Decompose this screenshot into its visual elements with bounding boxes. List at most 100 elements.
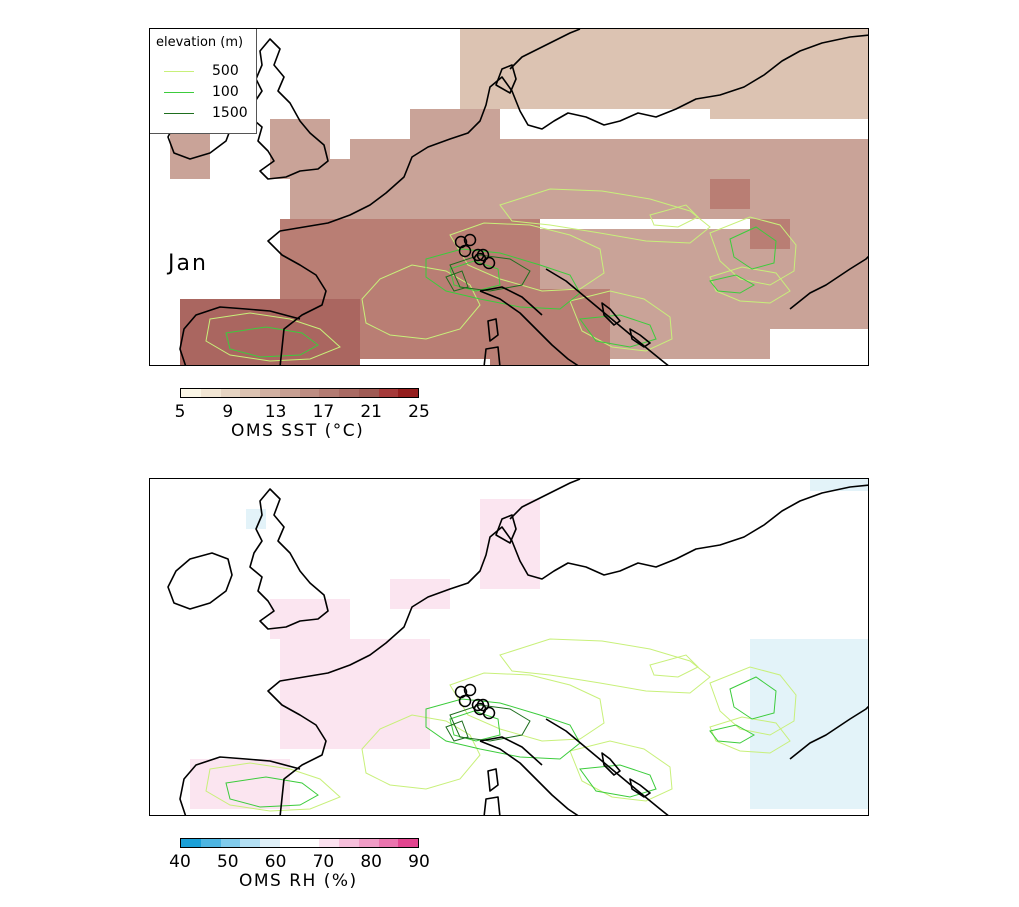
colorbar-segment: [200, 389, 221, 397]
sst-grid-cell: [710, 69, 868, 119]
colorbar-tick-label: 60: [264, 852, 287, 872]
coastline: [545, 268, 669, 365]
station-marker: [463, 233, 477, 247]
colorbar-tick-label: 13: [264, 402, 287, 422]
elevation-contour: [449, 710, 501, 742]
elevation-contour: [709, 716, 791, 754]
colorbar-segment: [319, 389, 339, 397]
coastline: [629, 778, 651, 798]
coastline: [179, 306, 301, 365]
colorbar-tick-label: 70: [312, 852, 335, 872]
sst-grid-cell: [180, 299, 360, 365]
elevation-contour: [499, 638, 711, 694]
colorbar-segment: [358, 389, 379, 397]
rh-grid-cell: [246, 509, 266, 529]
elevation-contour: [445, 720, 469, 742]
elevation-contour: [729, 226, 777, 270]
coastline: [495, 514, 517, 544]
elevation-contour: [709, 266, 791, 304]
elevation-contour: [579, 314, 657, 348]
colorbar-segment: [398, 839, 418, 847]
legend-label-100: 100: [212, 84, 239, 100]
sst-grid-cell: [350, 139, 868, 219]
colorbar-segment: [181, 389, 201, 397]
coastline: [167, 552, 233, 610]
elevation-contour: [709, 216, 797, 286]
coastline: [629, 328, 651, 348]
elevation-contour: [449, 222, 605, 292]
rh-map: [167, 479, 868, 815]
sst-grid-cell: [750, 219, 790, 249]
colorbar-segment: [181, 839, 201, 847]
legend-label-500: 500: [212, 63, 239, 79]
coastline: [483, 346, 501, 365]
elevation-contour: [709, 274, 756, 294]
rh-colorbar: [180, 838, 419, 848]
legend-entry-500: 500: [164, 63, 254, 81]
map-panel-rh: [149, 478, 869, 816]
sst-map: [167, 29, 868, 365]
colorbar-segment: [240, 839, 260, 847]
rh-grid-cell: [480, 499, 540, 589]
coastline: [479, 290, 579, 365]
legend-label-1500: 1500: [212, 105, 248, 121]
coastline: [545, 718, 669, 815]
rh-colorbar-label: OMS RH (%): [239, 871, 358, 891]
coastline: [479, 740, 579, 815]
elevation-legend: elevation (m) 500 100 1500: [150, 29, 257, 134]
station-marker: [482, 256, 496, 270]
elevation-contour: [425, 698, 581, 760]
elevation-contour: [709, 666, 797, 736]
legend-swatch-500: [164, 71, 194, 72]
month-label: Jan: [168, 251, 208, 276]
colorbar-segment: [260, 839, 280, 847]
legend-entry-1500: 1500: [164, 105, 254, 123]
colorbar-segment: [339, 839, 359, 847]
elevation-contour: [449, 704, 531, 742]
elevation-contour: [205, 762, 341, 812]
coastline: [267, 484, 868, 815]
coastline: [487, 768, 499, 792]
elevation-contour: [569, 740, 673, 802]
colorbar-tick-label: 17: [312, 402, 335, 422]
coastline: [487, 318, 499, 342]
rh-grid-cell: [750, 639, 868, 809]
coastline: [179, 756, 301, 815]
elevation-contour: [649, 654, 699, 678]
colorbar-segment: [279, 839, 300, 847]
elevation-contour: [225, 776, 319, 808]
sst-colorbar-label: OMS SST (°C): [231, 421, 365, 441]
elevation-contour: [729, 676, 777, 720]
elevation-contour: [709, 724, 756, 744]
sst-colorbar: [180, 388, 419, 398]
colorbar-segment: [378, 839, 399, 847]
colorbar-segment: [220, 839, 241, 847]
colorbar-segment: [200, 839, 221, 847]
sst-colorbar-ticks: 5 9 13 17 21 25: [175, 402, 430, 422]
elevation-contour: [579, 764, 657, 798]
sst-grid-cell: [290, 159, 370, 219]
colorbar-tick-label: 9: [222, 402, 234, 422]
station-marker: [463, 683, 477, 697]
coastline: [789, 705, 868, 760]
station-marker: [458, 244, 472, 258]
colorbar-segment: [240, 389, 260, 397]
rh-grid-cell: [810, 479, 868, 491]
rh-colorbar-ticks: 40 50 60 70 80 90: [169, 852, 430, 872]
elevation-contour: [361, 264, 481, 340]
coastline: [479, 286, 543, 316]
colorbar-segment: [398, 389, 418, 397]
station-marker: [482, 706, 496, 720]
colorbar-tick-label: 90: [408, 852, 430, 872]
colorbar-tick-label: 5: [174, 402, 186, 422]
coastline: [249, 38, 329, 180]
map-panel-sst: elevation (m) 500 100 1500 Jan: [149, 28, 869, 366]
elevation-contour: [649, 204, 699, 228]
coastline: [509, 29, 581, 70]
coastline: [495, 64, 517, 94]
elevation-contour: [425, 248, 581, 310]
colorbar-tick-label: 50: [216, 852, 239, 872]
legend-swatch-100: [164, 92, 194, 93]
colorbar-tick-label: 80: [360, 852, 383, 872]
legend-swatch-1500: [164, 113, 194, 114]
